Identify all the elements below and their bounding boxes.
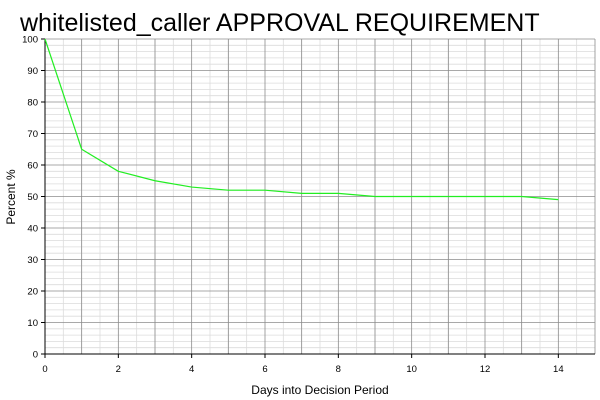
data-point: [300, 192, 302, 194]
y-tick-label: 80: [27, 98, 38, 109]
data-point: [227, 189, 229, 191]
x-tick-label: 4: [189, 364, 194, 375]
y-tick-label: 20: [27, 287, 38, 298]
data-point: [484, 195, 486, 197]
data-point: [337, 192, 339, 194]
data-point: [117, 170, 119, 172]
y-tick-label: 70: [27, 129, 38, 140]
ticks: 0 10 20 30 40 50 60 70 80 90 100 0 2 4 6 8 10 12 14: [22, 35, 563, 376]
series-layer: [44, 38, 559, 201]
data-point: [154, 180, 156, 182]
y-tick-label: 90: [27, 66, 38, 77]
x-tick-label: 0: [42, 364, 47, 375]
series-line-0: [44, 38, 559, 201]
data-point: [520, 195, 522, 197]
y-tick-label: 30: [27, 255, 38, 266]
data-point: [80, 148, 82, 150]
data-point: [44, 38, 46, 40]
y-tick-label: 40: [27, 224, 38, 235]
x-axis-label: Days into Decision Period: [251, 383, 388, 397]
x-tick-label: 8: [336, 364, 341, 375]
y-tick-label: 50: [27, 192, 38, 203]
data-point: [447, 195, 449, 197]
data-point: [374, 195, 376, 197]
data-point: [264, 189, 266, 191]
x-tick-label: 14: [553, 364, 564, 375]
data-point: [557, 198, 559, 200]
data-point: [190, 186, 192, 188]
y-axis-label: Percent %: [4, 169, 18, 225]
chart-title: whitelisted_caller APPROVAL REQUIREMENT: [19, 9, 540, 37]
y-tick-label: 60: [27, 161, 38, 172]
x-tick-label: 12: [480, 364, 491, 375]
x-tick-label: 6: [262, 364, 267, 375]
x-tick-label: 10: [406, 364, 417, 375]
y-tick-label: 0: [33, 350, 38, 361]
y-tick-label: 100: [22, 35, 38, 46]
x-tick-label: 2: [116, 364, 121, 375]
data-point: [410, 195, 412, 197]
y-tick-label: 10: [27, 318, 38, 329]
